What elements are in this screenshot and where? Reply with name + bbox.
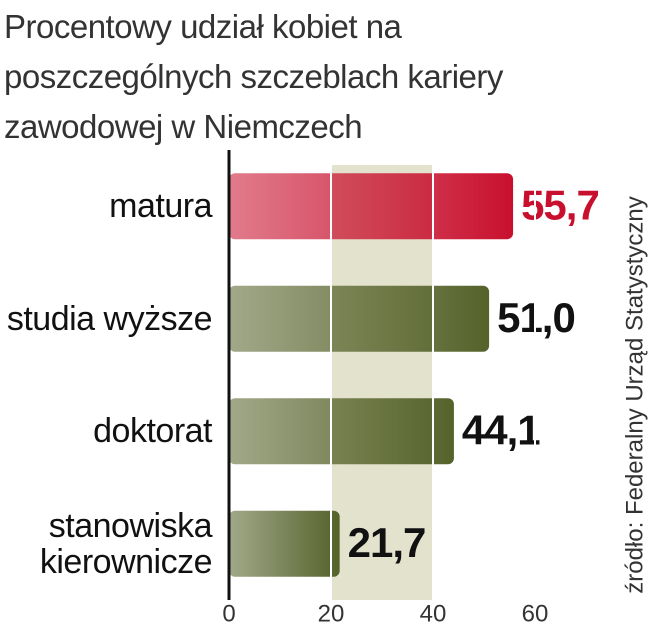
- x-tick-label: 20: [318, 600, 345, 627]
- value-label: 55,7: [521, 181, 599, 228]
- x-tick-label: 0: [222, 600, 235, 627]
- category-label: matura: [109, 187, 212, 226]
- x-tick-label: 60: [522, 600, 549, 627]
- value-label: 44,1: [462, 406, 540, 453]
- chart-title: Procentowy udział kobiet na poszczególny…: [4, 8, 503, 145]
- x-tick-label: 40: [420, 600, 447, 627]
- category-label: doktorat: [93, 412, 212, 451]
- value-label: 21,7: [348, 519, 426, 566]
- source: źródło: Federalny Urząd Statystyczny: [621, 196, 648, 594]
- category-label: studia wyższe: [6, 299, 213, 338]
- bar: [229, 285, 490, 352]
- bar: [229, 510, 340, 577]
- bar: [229, 398, 454, 465]
- bars: [229, 173, 514, 577]
- bar: [229, 173, 514, 240]
- category-label: stanowiska kierownicze: [39, 506, 213, 581]
- value-label: 51,0: [497, 294, 575, 341]
